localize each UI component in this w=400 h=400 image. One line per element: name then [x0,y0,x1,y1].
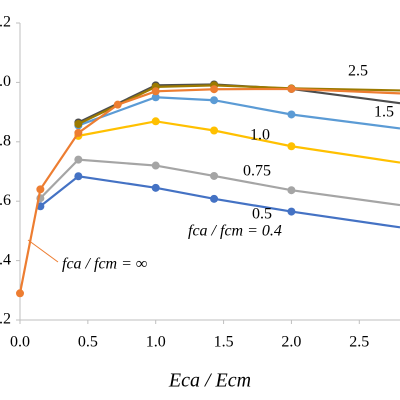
series-line [18,87,400,294]
x-tick-label: 0.5 [78,334,98,351]
x-tick-label: 1.0 [146,334,166,351]
x-tick-label: 1.5 [214,334,234,351]
data-point [287,84,296,93]
x-axis-title: Eca / Ecm [168,370,251,392]
data-point [287,142,296,151]
data-point [210,96,219,105]
x-tick-label: 0.0 [10,334,30,351]
series-label: 0.75 [243,163,271,180]
y-tick-label: 0.6 [0,192,11,209]
data-point [74,128,83,137]
series-label: 0.5 [252,206,272,223]
data-point [210,85,219,94]
data-point [210,126,219,135]
y-tick-label: 0.4 [0,251,11,268]
series-label: 2.5 [348,63,368,80]
data-point [210,194,219,203]
series-label: 1.0 [250,127,270,144]
y-tick-label: 1.2 [0,14,11,31]
x-tick-label: 2.5 [349,334,369,351]
data-point [151,161,160,170]
data-point [287,207,296,216]
y-tick-label: 1.0 [0,73,11,90]
data-point [287,186,296,195]
series-line [78,120,400,164]
x-tick-label: 2.0 [281,334,301,351]
data-point [74,155,83,164]
series-line [39,158,400,207]
series-label: 1.5 [374,104,394,121]
y-tick-label: 0.8 [0,132,11,149]
series-label: fca / fcm = 0.4 [188,223,282,240]
series-line [39,175,400,229]
data-point [74,119,83,128]
data-point [74,172,83,181]
data-point [36,185,45,194]
data-point [113,100,122,109]
y-tick-label: 0.2 [0,311,11,328]
data-point [151,183,160,192]
data-point [151,117,160,126]
data-point [151,87,160,96]
data-point [210,171,219,180]
series-label: fca / fcm = ∞ [62,256,147,273]
data-point [151,93,160,102]
data-point [287,110,296,119]
leader-line [27,239,59,263]
data-point [16,289,24,298]
